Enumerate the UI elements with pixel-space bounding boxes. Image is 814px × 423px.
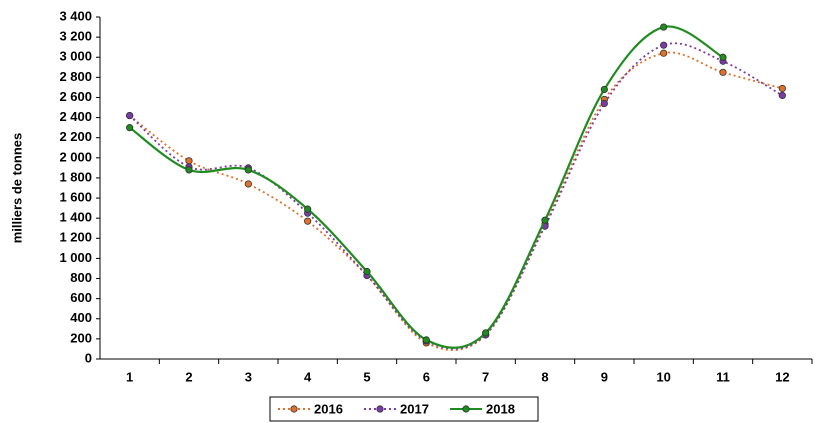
legend-marker [462,405,470,413]
legend-box [269,396,539,422]
data-point [778,84,786,93]
data-point [660,49,668,57]
data-point [363,267,371,276]
y-tick-label: 400 [70,310,92,325]
legend-marker [290,405,298,413]
y-tick-label: 2 400 [59,109,92,124]
x-tick-label: 2 [185,369,192,384]
legend-marker [376,405,384,413]
x-tick-label: 7 [482,369,489,384]
data-point [719,68,727,76]
x-tick-label: 12 [775,369,789,384]
y-tick-label: 3 400 [59,8,92,23]
data-point [660,23,668,31]
x-tick-label: 5 [363,369,370,384]
y-tick-label: 200 [70,330,92,345]
x-tick-label: 4 [304,369,312,384]
data-point [126,124,134,132]
y-tick-label: 600 [70,290,92,305]
x-tick-label: 9 [601,369,608,384]
y-tick-label: 1 800 [59,169,92,184]
data-point [541,216,549,224]
y-tick-label: 2 000 [59,149,92,164]
data-point [304,217,312,225]
y-tick-label: 2 600 [59,89,92,104]
data-point [126,111,134,120]
data-point [600,85,608,94]
x-tick-label: 8 [541,369,548,384]
data-point [778,91,786,100]
legend-label: 2017 [400,401,429,416]
data-point [422,336,430,344]
data-point [600,99,608,108]
y-tick-label: 1 200 [59,230,92,245]
data-point [304,205,312,213]
data-point [244,166,252,174]
x-tick-label: 6 [423,369,430,384]
series-line [129,51,783,352]
y-tick-label: 800 [70,270,92,285]
y-tick-label: 2 200 [59,129,92,144]
x-tick-label: 3 [245,369,252,384]
data-point [185,157,193,165]
y-tick-label: 1 400 [59,210,92,225]
x-tick-label: 11 [716,369,730,384]
x-tick-label: 1 [126,369,133,384]
data-point [719,53,727,61]
data-point [185,166,193,174]
data-point [244,180,252,188]
y-tick-label: 0 [85,350,92,365]
y-tick-label: 1 600 [59,189,92,204]
legend-label: 2018 [486,401,515,416]
y-tick-label: 1 000 [59,250,92,265]
y-tick-label: 3 000 [59,49,92,64]
series-line [129,25,724,349]
data-point [660,41,668,49]
data-point [482,329,490,337]
y-tick-label: 3 200 [59,29,92,44]
legend-label: 2016 [314,401,343,416]
x-tick-label: 10 [656,369,670,384]
y-tick-label: 2 800 [59,69,92,84]
series-line [129,42,783,350]
y-axis-label: milliers de tonnes [9,133,24,244]
